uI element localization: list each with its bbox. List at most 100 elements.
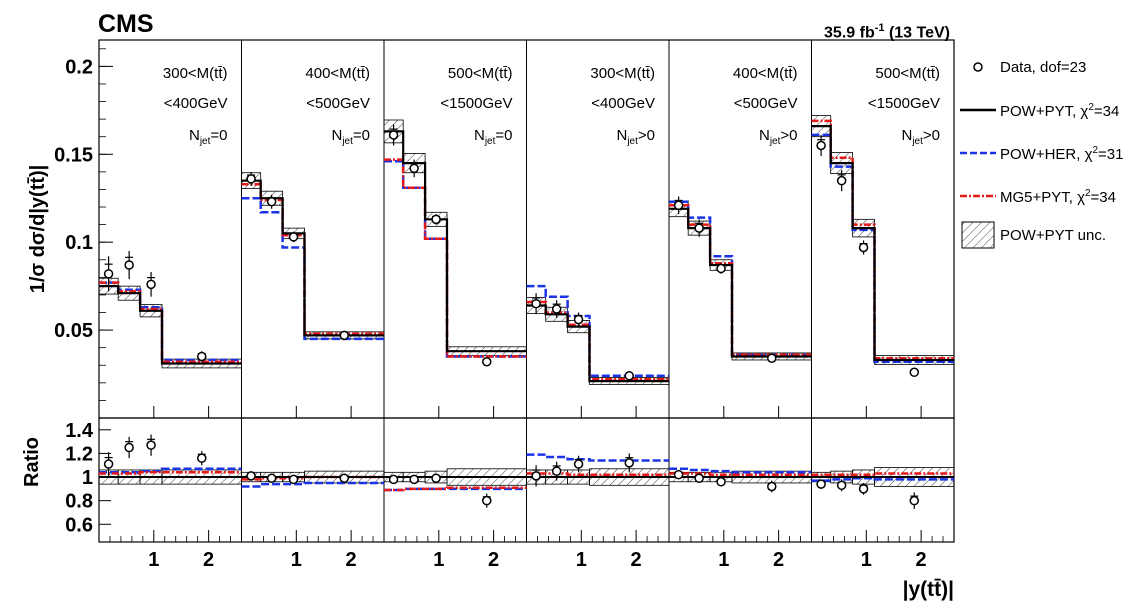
ratio-data-point (246, 471, 256, 481)
njet-subscript: jet (911, 136, 923, 147)
njet-subscript: jet (626, 136, 638, 147)
legend-sup-pow-pyt: 2 (1088, 102, 1094, 113)
ratio-data-point (197, 453, 207, 463)
x-tick-label: 2 (346, 549, 357, 571)
x-tick-label: 1 (718, 549, 729, 571)
ratio-data-point (816, 479, 826, 489)
njet-symbol: N (331, 127, 342, 144)
ratio-data-point (767, 481, 777, 492)
data-point (266, 196, 277, 207)
cms-label: CMS (98, 10, 154, 38)
panel-mass-label: 400<M(tt̄) (305, 65, 370, 82)
legend-text-pow-her: POW+HER, χ (1000, 146, 1093, 163)
y-tick-label-top: 0.2 (65, 56, 93, 78)
data-point (767, 353, 777, 363)
y-tick-label-bottom: 1 (82, 467, 93, 489)
panel-mass-label-2: <500GeV (306, 95, 370, 112)
panel-njet-label: Njet>0 (759, 127, 798, 147)
pow-her-ratio-line (241, 481, 384, 488)
dashed-line-icon (960, 151, 996, 155)
data-point (836, 175, 847, 186)
data-point (482, 356, 492, 367)
ratio-data-point (531, 471, 541, 481)
y-axis-title-top: 1/σ dσ/d|y(tt̄)| (27, 165, 49, 294)
njet-condition: =0 (353, 127, 370, 144)
pow-pyt-line (669, 207, 812, 358)
lumi-energy: (13 TeV) (884, 24, 950, 42)
ratio-data-point (858, 484, 869, 494)
mg5-pyt-line (241, 182, 384, 335)
dash-dot-line-icon (960, 194, 996, 198)
njet-subscript: jet (341, 136, 353, 147)
data-point (573, 314, 584, 325)
legend-sup-pow-her: 2 (1092, 145, 1099, 156)
data-point (146, 279, 156, 290)
ratio-data-point (716, 477, 726, 487)
pow-her-line (526, 284, 669, 378)
pow-her-ratio-line (526, 453, 669, 462)
data-point (531, 298, 541, 309)
panel-njet-label: Njet=0 (474, 127, 513, 147)
data-point (431, 214, 441, 225)
legend-label-pow-pyt: POW+PYT, χ2=34 (1000, 102, 1119, 120)
pow-pyt-line (526, 304, 669, 383)
pow-her-ratio-line (99, 467, 242, 474)
panel-njet-label: Njet>0 (901, 127, 940, 147)
panel-mass-label: 500<M(tt̄) (448, 65, 513, 82)
data-point (197, 351, 207, 362)
plot-layer (98, 115, 955, 542)
njet-subscript: jet (769, 136, 781, 147)
pow-pyt-line (99, 285, 242, 365)
mg5-pyt-ratio-line (99, 471, 242, 475)
panel-mass-label-2: <1500GeV (868, 95, 940, 112)
x-tick-label: 2 (203, 549, 214, 571)
x-tick-label: 1 (291, 549, 302, 571)
mg5-pyt-ratio-line (669, 472, 812, 476)
x-tick-label: 2 (916, 549, 927, 571)
panel-njet-label: Njet=0 (189, 127, 228, 147)
x-axis-title: |y(tt̄)| (903, 578, 954, 601)
mg5-pyt-line (384, 158, 527, 358)
data-point (339, 330, 350, 341)
panel-1 (98, 250, 242, 542)
panel-5 (668, 196, 812, 542)
x-tick-label: 1 (576, 549, 587, 571)
luminosity-label: 35.9 fb-1 (13 TeV) (824, 22, 950, 42)
legend-entry-band: POW+PYT unc. (958, 220, 1144, 250)
y-tick-label-bottom: 0.6 (65, 514, 93, 536)
njet-symbol: N (474, 127, 485, 144)
data-point (288, 232, 299, 242)
data-point (624, 371, 635, 381)
data-point (909, 367, 920, 378)
panel-2 (241, 171, 385, 542)
axis-text: 0.050.10.150.20.60.811.21.41/σ dσ/d|y(tt… (21, 56, 954, 601)
data-point (673, 200, 684, 211)
x-tick-label: 2 (773, 549, 784, 571)
x-tick-label: 1 (861, 549, 872, 571)
panel-njet-label: Njet>0 (616, 127, 655, 147)
y-axis-title-bottom: Ratio (21, 437, 43, 487)
data-point (246, 174, 256, 184)
njet-symbol: N (189, 127, 200, 144)
y-tick-label-top: 0.15 (54, 144, 93, 166)
njet-subscript: jet (199, 136, 211, 147)
ratio-data-point (551, 466, 562, 476)
njet-condition: =0 (210, 127, 227, 144)
ratio-data-point (482, 495, 492, 506)
mg5-pyt-ratio-line (811, 472, 954, 476)
legend-chi2-mg5-pyt: =34 (1090, 189, 1116, 206)
ratio-data-point (673, 469, 684, 480)
y-tick-label-top: 0.1 (65, 232, 93, 254)
data-point (388, 130, 399, 140)
data-point (124, 260, 134, 270)
panel-4 (526, 284, 670, 542)
ratio-data-point (573, 459, 584, 469)
lumi-exponent: -1 (874, 22, 885, 34)
pow-pyt-line (384, 130, 527, 353)
panel-mass-label: 300<M(tt̄) (163, 65, 228, 82)
ratio-data-point (146, 440, 156, 450)
njet-condition: >0 (638, 127, 655, 144)
data-point (694, 223, 704, 233)
njet-condition: >0 (780, 127, 797, 144)
